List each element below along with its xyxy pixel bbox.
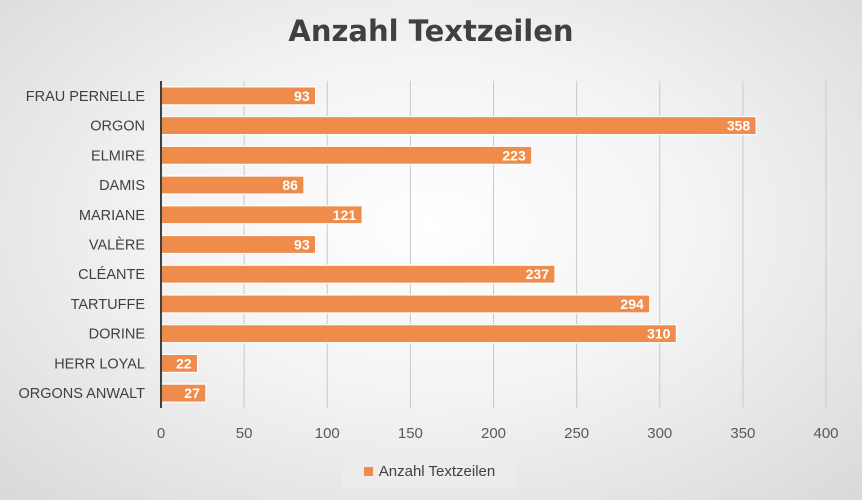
- x-tick-label: 0: [157, 425, 165, 442]
- legend-label: Anzahl Textzeilen: [378, 462, 496, 480]
- data-label: 310: [647, 326, 671, 342]
- data-label: 93: [294, 88, 310, 104]
- category-label: ORGONS ANWALT: [19, 386, 146, 402]
- category-label: MARIANE: [79, 208, 145, 224]
- data-label: 86: [282, 177, 298, 193]
- category-label: ELMIRE: [91, 148, 145, 164]
- bar: [160, 324, 677, 344]
- category-label: CLÉANTE: [78, 266, 145, 283]
- x-tick-label: 200: [481, 425, 506, 442]
- category-label: HERR LOYAL: [54, 356, 145, 372]
- x-tick-label: 300: [647, 425, 672, 442]
- data-label: 27: [184, 385, 200, 401]
- category-label: ORGON: [90, 119, 145, 135]
- data-label: 237: [526, 266, 550, 282]
- category-label: TARTUFFE: [71, 297, 146, 313]
- data-label: 121: [333, 207, 357, 223]
- legend-swatch: [363, 466, 373, 476]
- data-label: 22: [176, 355, 192, 371]
- category-label: FRAU PERNELLE: [26, 89, 146, 105]
- bar: [160, 145, 533, 165]
- bar: [160, 86, 317, 106]
- bar: [160, 234, 317, 255]
- category-label: VALÈRE: [89, 237, 145, 254]
- data-label: 93: [294, 237, 310, 253]
- bar: [160, 264, 556, 284]
- x-tick-label: 400: [813, 425, 838, 442]
- category-label: DAMIS: [99, 178, 145, 194]
- bar: [160, 294, 651, 314]
- chart-title: Anzahl Textzeilen: [288, 14, 574, 48]
- x-tick-label: 150: [398, 425, 423, 442]
- x-tick-label: 250: [564, 425, 589, 442]
- category-label: DORINE: [89, 327, 146, 343]
- x-tick-label: 50: [236, 425, 253, 442]
- x-tick-label: 350: [730, 425, 755, 442]
- data-label: 223: [502, 147, 526, 163]
- data-label: 294: [620, 296, 644, 312]
- legend: Anzahl Textzeilen: [342, 454, 517, 488]
- bar: [160, 115, 757, 136]
- data-label: 358: [727, 118, 751, 134]
- x-tick-label: 100: [315, 425, 340, 442]
